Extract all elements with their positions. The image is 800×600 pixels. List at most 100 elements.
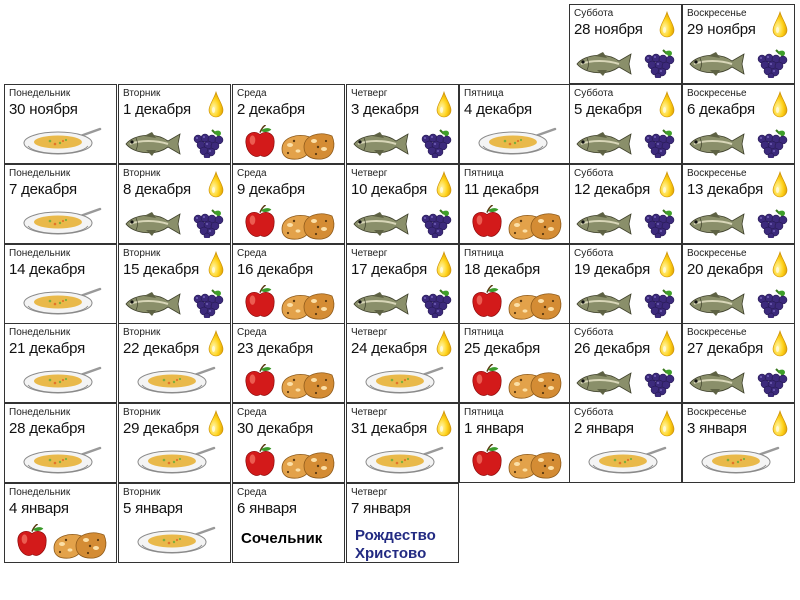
day-cell: Понедельник 4 января [4,483,117,563]
date-label: 13 декабря [687,181,764,198]
day-cell: Четверг 24 декабря [346,323,459,403]
weekday-label: Понедельник [9,327,71,338]
weekday-label: Вторник [123,327,161,338]
day-cell: Вторник 1 декабря [118,84,231,164]
food-icons [8,520,115,560]
food-icons [573,121,680,161]
sochelnik-note: Сочельник [241,530,323,547]
food-icons [236,360,343,400]
day-cell: Пятница 11 декабря [459,164,572,244]
oil-drop-icon [772,90,788,119]
food-icons [8,201,115,241]
food-icons [350,201,457,241]
weekday-label: Понедельник [9,487,71,498]
oil-drop-icon [772,250,788,279]
oil-drop-icon [436,329,452,358]
day-cell: Вторник 29 декабря [118,403,231,483]
oil-drop-icon [208,409,224,438]
weekday-label: Среда [237,168,267,179]
weekday-label: Четверг [351,487,388,498]
day-cell: Воскресенье 13 декабря [682,164,795,244]
weekday-label: Понедельник [9,168,71,179]
date-label: 6 января [237,500,297,517]
weekday-label: Суббота [574,327,614,338]
date-label: 31 декабря [351,420,428,437]
food-icons [463,360,570,400]
day-cell: Пятница 18 декабря [459,244,572,324]
date-label: 12 декабря [574,181,651,198]
weekday-label: Четверг [351,168,388,179]
food-icons [8,360,115,400]
food-icons [686,41,793,81]
date-label: 4 декабря [464,101,532,118]
weekday-label: Суббота [574,168,614,179]
weekday-label: Четверг [351,407,388,418]
weekday-label: Среда [237,248,267,259]
food-icons [463,201,570,241]
food-icons [463,281,570,321]
weekday-label: Воскресенье [687,8,747,19]
date-label: 18 декабря [464,261,541,278]
day-cell: Вторник 22 декабря [118,323,231,403]
day-cell: Пятница 25 декабря [459,323,572,403]
day-cell: Среда 9 декабря [232,164,345,244]
food-icons [236,440,343,480]
day-cell: Четверг 10 декабря [346,164,459,244]
date-label: 17 декабря [351,261,428,278]
food-icons [686,360,793,400]
date-label: 4 января [9,500,69,517]
date-label: 2 января [574,420,634,437]
date-label: 2 декабря [237,101,305,118]
day-cell: Воскресенье 29 ноября [682,4,795,84]
day-cell: Воскресенье 6 декабря [682,84,795,164]
weekday-label: Пятница [464,407,504,418]
weekday-label: Вторник [123,248,161,259]
food-icons [686,121,793,161]
weekday-label: Четверг [351,88,388,99]
date-label: 28 ноября [574,21,643,38]
date-label: 1 декабря [123,101,191,118]
weekday-label: Вторник [123,407,161,418]
food-icons [236,121,343,161]
food-icons [122,440,229,480]
day-cell: Понедельник 28 декабря [4,403,117,483]
oil-drop-icon [208,90,224,119]
weekday-label: Среда [237,487,267,498]
oil-drop-icon [659,250,675,279]
food-icons [122,121,229,161]
oil-drop-icon [436,409,452,438]
oil-drop-icon [772,409,788,438]
food-icons [8,281,115,321]
food-icons [122,201,229,241]
date-label: 6 декабря [687,101,755,118]
weekday-label: Пятница [464,248,504,259]
date-label: 7 декабря [9,181,77,198]
food-icons [122,281,229,321]
date-label: 1 января [464,420,524,437]
day-cell: Суббота 19 декабря [569,244,682,324]
date-label: 7 января [351,500,411,517]
day-cell: Суббота 2 января [569,403,682,483]
date-label: 3 января [687,420,747,437]
day-cell: Суббота 5 декабря [569,84,682,164]
date-label: 14 декабря [9,261,86,278]
date-label: 23 декабря [237,340,314,357]
date-label: 30 ноября [9,101,78,118]
day-cell: Понедельник 30 ноября [4,84,117,164]
weekday-label: Суббота [574,88,614,99]
food-icons [686,201,793,241]
christmas-note: Рождество Христово [355,527,436,562]
weekday-label: Среда [237,327,267,338]
food-icons [463,440,570,480]
day-cell: Воскресенье 27 декабря [682,323,795,403]
date-label: 24 декабря [351,340,428,357]
weekday-label: Суббота [574,407,614,418]
weekday-label: Вторник [123,168,161,179]
date-label: 29 декабря [123,420,200,437]
weekday-label: Среда [237,407,267,418]
day-cell: Четверг 3 декабря [346,84,459,164]
day-cell: Пятница 1 января [459,403,572,483]
day-cell: Суббота 12 декабря [569,164,682,244]
date-label: 25 декабря [464,340,541,357]
